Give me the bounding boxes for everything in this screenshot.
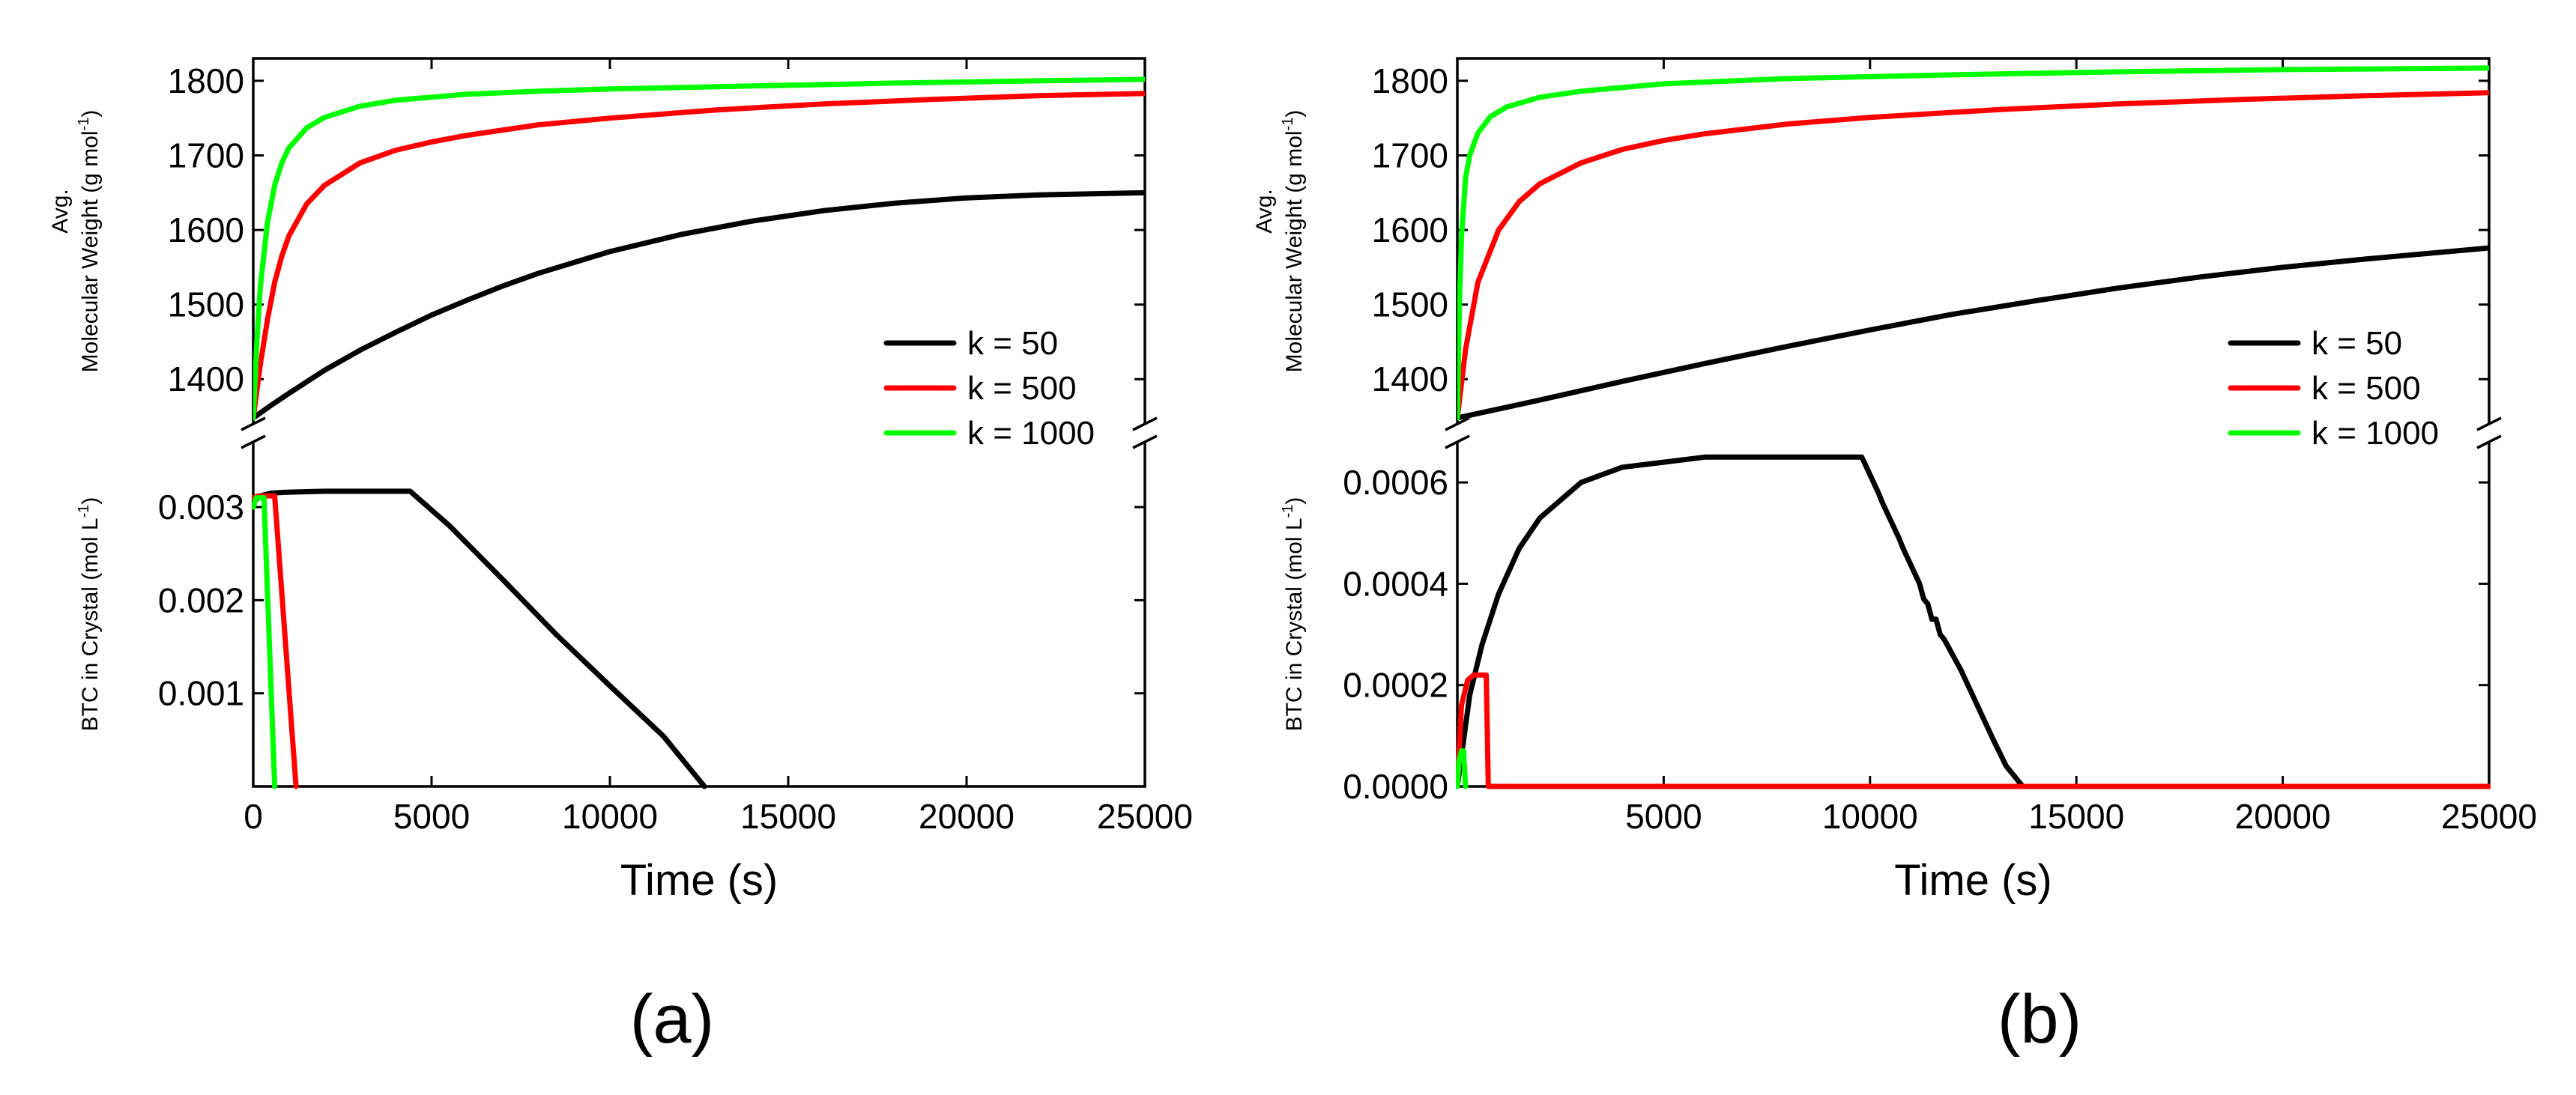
bottom-axes-frame — [252, 442, 1146, 788]
top-y-axis-label-sup: -1 — [1280, 118, 1296, 131]
top-y-axis-label-line1: Avg. — [1252, 189, 1277, 234]
bottom-axes-frame — [1456, 442, 2491, 788]
bottom-series-k1000 — [252, 495, 278, 789]
top-y-tick-label: 1400 — [168, 360, 244, 398]
axis-break-left — [1445, 434, 1470, 449]
axis-break-right — [2476, 416, 2502, 431]
bottom-y-axis-label-sup: -1 — [76, 505, 92, 518]
x-tick-label: 20000 — [919, 797, 1015, 836]
bottom-y-tick-label: 0.0002 — [1343, 666, 1448, 705]
bottom-y-tick-label: 0.0006 — [1343, 463, 1448, 502]
top-y-tick-label: 1500 — [168, 285, 244, 324]
legend-label: k = 50 — [2312, 325, 2402, 362]
top-y-tick-label: 1800 — [1372, 61, 1448, 100]
top-series-k50 — [253, 189, 1145, 421]
bottom-y-axis-label-main: BTC in Crystal (mol L — [78, 518, 103, 731]
x-tick-label: 5000 — [1625, 797, 1702, 836]
panel-b: 5000 10000 15000 20000 25000 1400 1500 1600 1700… — [1252, 57, 2537, 1058]
top-y-tick-label: 1400 — [1372, 360, 1448, 398]
x-tick-label: 25000 — [1097, 797, 1193, 836]
axis-break-right — [1132, 416, 1158, 431]
top-series-k1000 — [1457, 65, 2489, 421]
legend-label: k = 1000 — [967, 415, 1095, 452]
top-y-axis-label-main: Molecular Weight (g mol — [1282, 130, 1307, 372]
top-y-axis-label-main: Molecular Weight (g mol — [78, 130, 103, 372]
x-tick-label: 10000 — [562, 797, 658, 836]
top-y-tick-label: 1800 — [168, 61, 244, 100]
bottom-y-axis-label: BTC in Crystal (mol L-1) — [1280, 497, 1307, 732]
x-tick-label: 15000 — [740, 797, 836, 836]
bottom-y-axis-label-main: BTC in Crystal (mol L — [1282, 518, 1307, 731]
x-axis-label: Time (s) — [620, 856, 778, 905]
x-tick-label: 25000 — [2441, 797, 2537, 836]
top-y-tick-label: 1500 — [1372, 285, 1448, 324]
top-y-tick-label: 1700 — [1372, 136, 1448, 175]
bottom-y-axis-label: BTC in Crystal (mol L-1) — [76, 497, 103, 732]
axis-break-left — [1445, 416, 1470, 431]
top-y-axis-label-sup: -1 — [76, 118, 92, 131]
top-y-axis-label-line1: Avg. — [48, 189, 73, 234]
axis-break-right — [1132, 434, 1158, 449]
top-y-tick-label: 1600 — [168, 210, 244, 249]
legend-label: k = 50 — [967, 325, 1058, 362]
top-series-k500 — [253, 91, 1145, 421]
panel-label: (b) — [1998, 981, 2081, 1058]
x-tick-label: 0 — [244, 797, 263, 836]
bottom-y-axis-label-end: ) — [1282, 497, 1307, 505]
top-axes-frame — [252, 57, 1146, 424]
top-y-axis-label: Molecular Weight (g mol-1) — [76, 110, 103, 373]
top-series-k1000 — [253, 76, 1145, 421]
bottom-y-tick-label: 0.001 — [158, 674, 244, 713]
top-y-tick-label: 1600 — [1372, 210, 1448, 249]
legend-label: k = 1000 — [2312, 415, 2439, 452]
legend-label: k = 500 — [2312, 370, 2421, 407]
top-y-axis-label-end: ) — [78, 110, 103, 118]
x-tick-label: 15000 — [2028, 797, 2124, 836]
bottom-y-axis-label-sup: -1 — [1280, 505, 1296, 518]
panel-a: 0 5000 10000 15000 20000 25000 1400 1500 1600 170… — [48, 57, 1193, 1058]
bottom-y-tick-label: 0.0004 — [1343, 564, 1448, 603]
bottom-y-axis-label-end: ) — [78, 497, 103, 505]
axis-break-left — [241, 434, 266, 449]
axis-break-right — [2476, 434, 2502, 449]
x-tick-label: 20000 — [2235, 797, 2331, 836]
top-series-k500 — [1457, 90, 2489, 421]
bottom-y-tick-label: 0.0000 — [1343, 767, 1448, 806]
top-series-k50 — [1457, 245, 2489, 421]
top-y-tick-label: 1700 — [168, 136, 244, 175]
bottom-series-k1000 — [1456, 748, 1469, 789]
bottom-series-k50 — [252, 488, 707, 789]
axis-break-left — [241, 416, 266, 431]
top-y-axis-label-end: ) — [1282, 110, 1307, 118]
bottom-series-k500 — [1456, 672, 2491, 789]
top-y-axis-label: Molecular Weight (g mol-1) — [1280, 110, 1307, 373]
x-tick-label: 5000 — [393, 797, 470, 836]
x-axis-label: Time (s) — [1894, 856, 2052, 905]
bottom-series-k50 — [1456, 454, 2491, 789]
top-axes-frame — [1456, 57, 2491, 424]
legend-label: k = 500 — [967, 370, 1077, 407]
panel-label: (a) — [630, 981, 714, 1058]
x-tick-label: 10000 — [1822, 797, 1918, 836]
bottom-y-tick-label: 0.003 — [158, 488, 244, 527]
bottom-y-tick-label: 0.002 — [158, 580, 244, 619]
